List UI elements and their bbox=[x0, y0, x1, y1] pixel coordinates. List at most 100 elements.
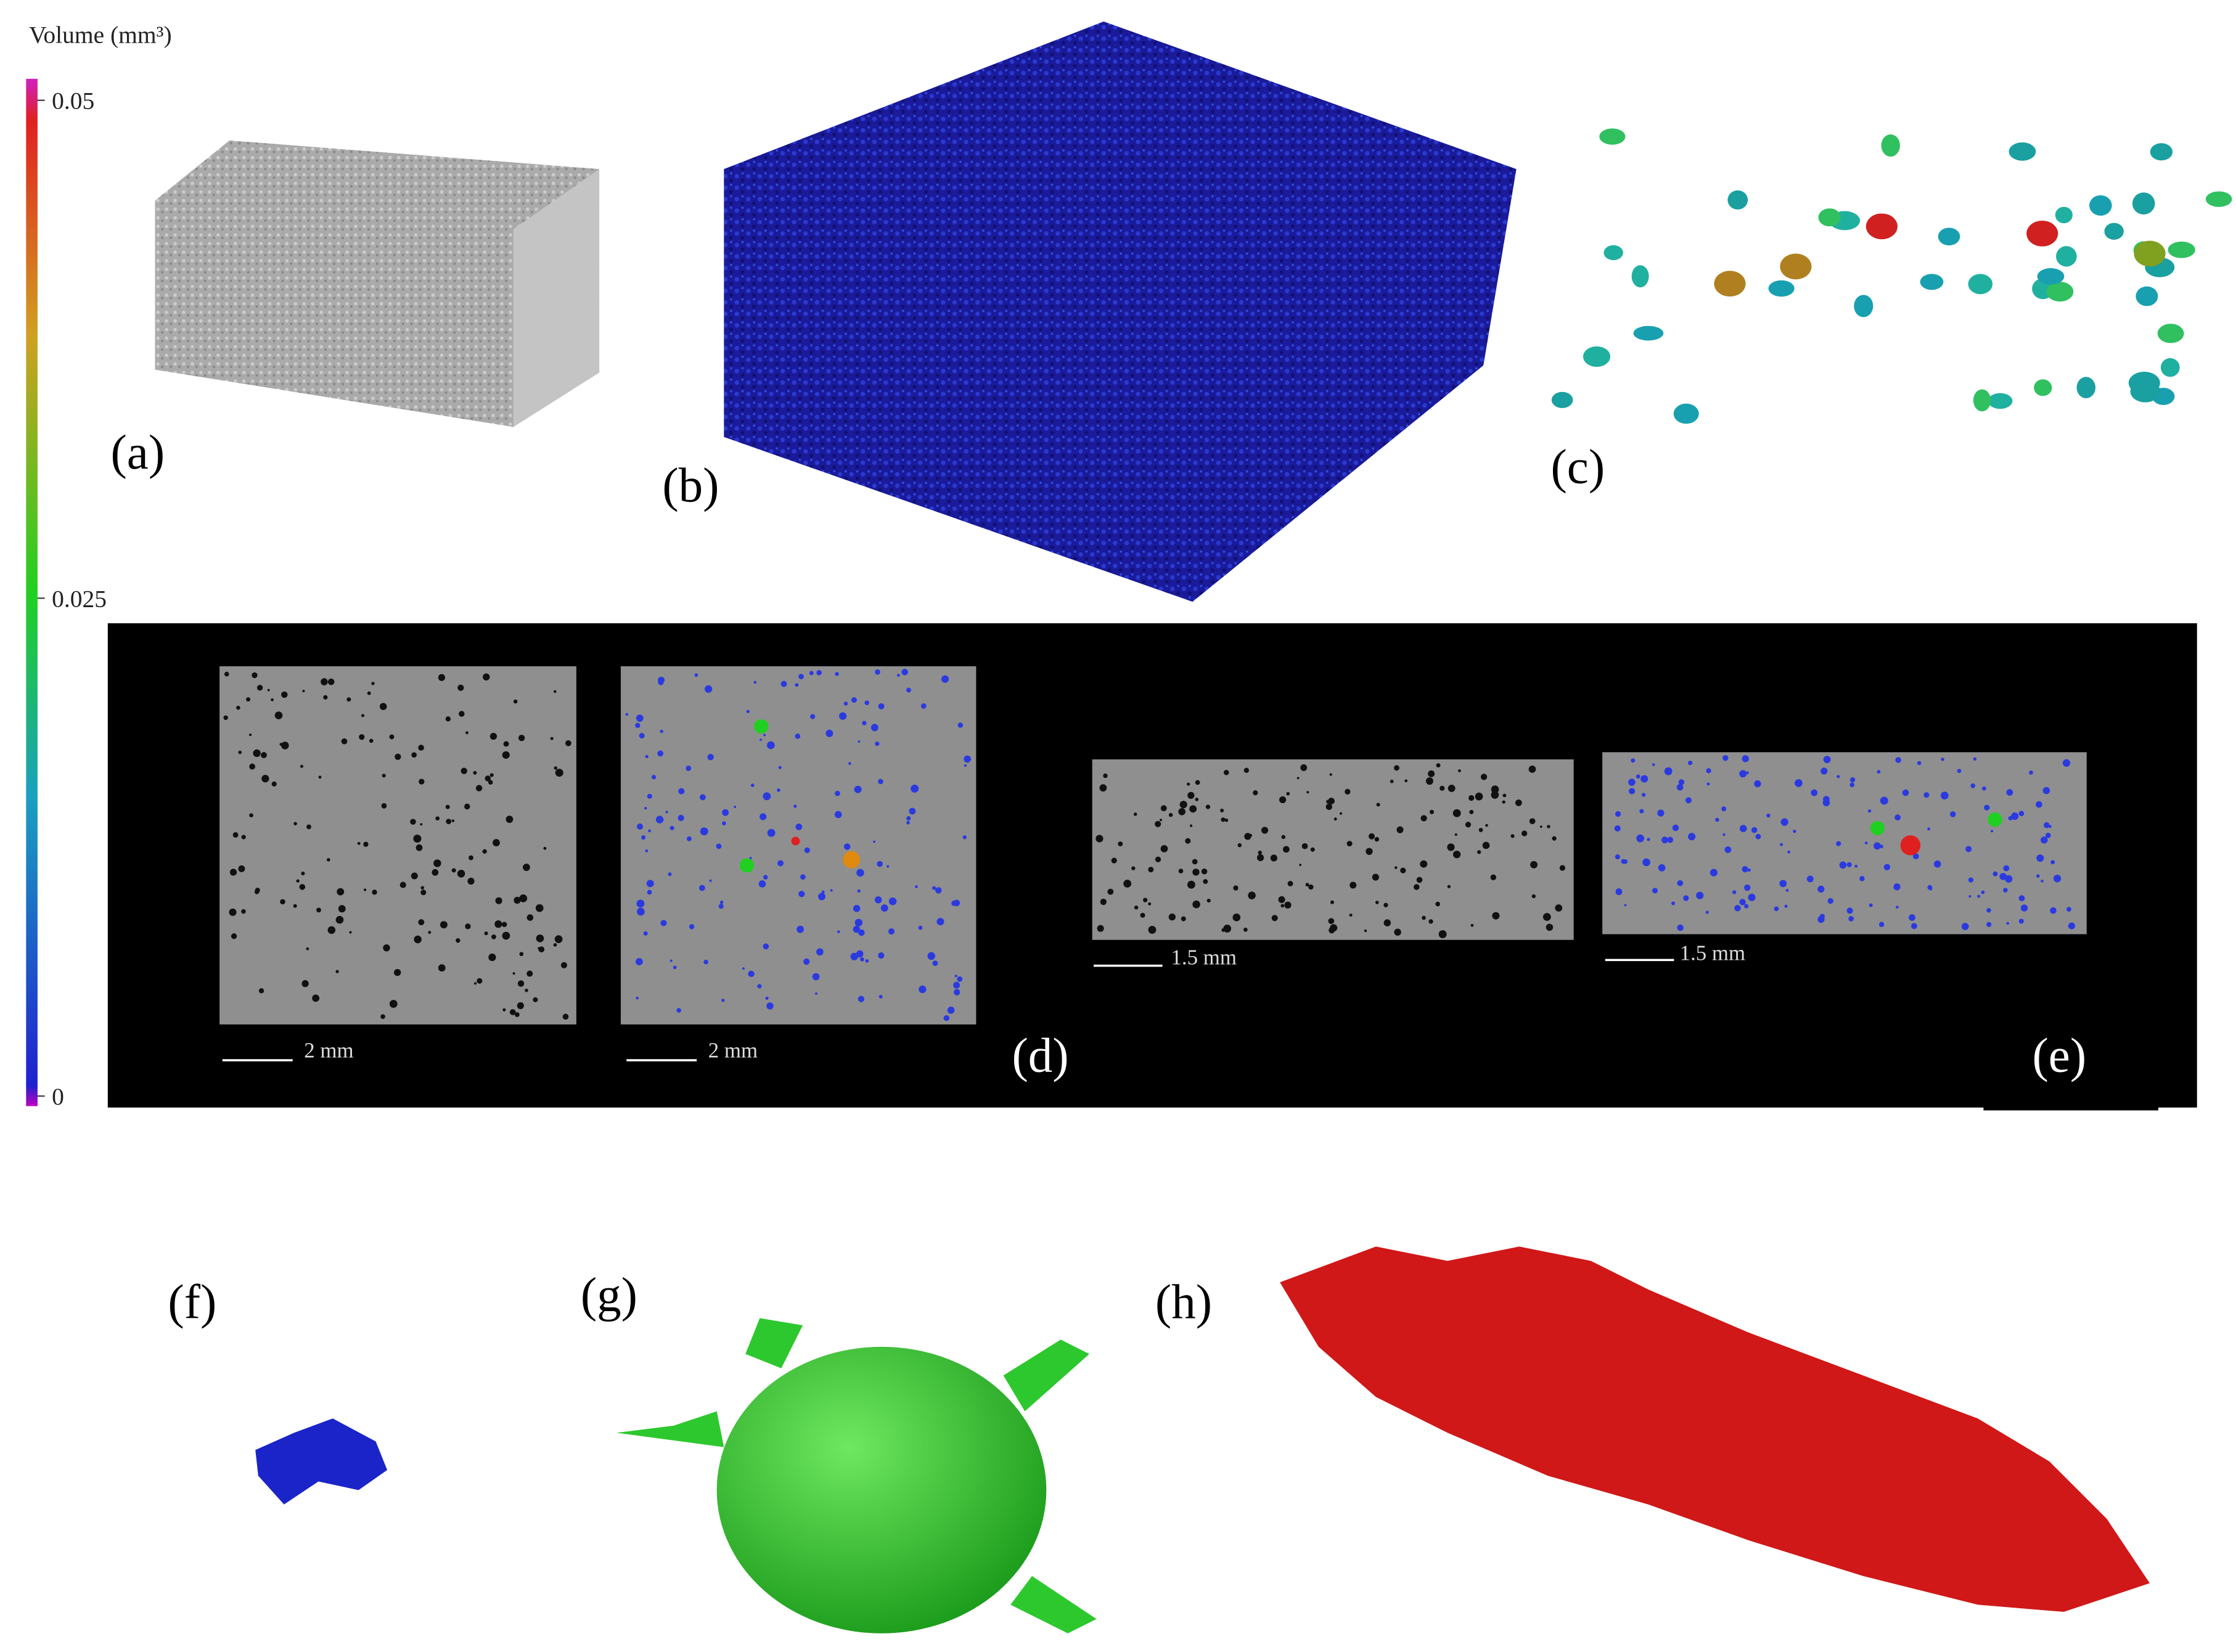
pore bbox=[1270, 854, 1277, 862]
pore bbox=[850, 952, 858, 960]
pore bbox=[739, 858, 755, 873]
pore bbox=[1688, 761, 1693, 766]
pore bbox=[1192, 869, 1200, 876]
pore bbox=[636, 899, 645, 908]
pore bbox=[1950, 811, 1956, 817]
pore bbox=[843, 701, 848, 706]
pore bbox=[1683, 895, 1689, 901]
pore bbox=[1746, 771, 1749, 774]
pore bbox=[323, 695, 328, 700]
pore bbox=[416, 844, 423, 851]
pore bbox=[843, 843, 851, 850]
pore bbox=[1734, 905, 1741, 912]
pore bbox=[349, 931, 352, 934]
pore bbox=[795, 824, 803, 830]
pore bbox=[2055, 206, 2073, 224]
pore bbox=[252, 672, 258, 679]
pore bbox=[372, 889, 377, 895]
pore bbox=[1912, 853, 1919, 860]
pore bbox=[2134, 240, 2166, 267]
pore bbox=[428, 931, 432, 934]
pore bbox=[1300, 764, 1308, 771]
pore bbox=[465, 731, 469, 735]
pore bbox=[1131, 866, 1136, 870]
pore bbox=[858, 740, 861, 743]
pore bbox=[1243, 767, 1249, 773]
pore bbox=[1148, 867, 1154, 873]
pore bbox=[1404, 779, 1408, 783]
pore bbox=[1140, 912, 1145, 918]
pore bbox=[1485, 824, 1488, 827]
pore bbox=[734, 806, 737, 808]
pore bbox=[1639, 809, 1644, 814]
pore bbox=[718, 904, 724, 909]
pore bbox=[1521, 830, 1528, 836]
pore bbox=[887, 865, 890, 868]
pore bbox=[327, 926, 336, 934]
pore bbox=[1187, 880, 1195, 889]
pore bbox=[526, 970, 533, 977]
pore bbox=[1968, 274, 1993, 295]
pore bbox=[854, 785, 862, 793]
pore bbox=[231, 933, 237, 939]
pore bbox=[860, 957, 864, 962]
pore bbox=[256, 684, 263, 691]
pore bbox=[1420, 815, 1427, 822]
pore bbox=[457, 869, 465, 878]
scale-label: 2 mm bbox=[708, 1038, 758, 1062]
pore bbox=[1642, 858, 1650, 867]
pore bbox=[1933, 860, 1941, 868]
pore bbox=[699, 794, 706, 801]
pore bbox=[1253, 790, 1258, 796]
pore bbox=[870, 724, 878, 732]
pore bbox=[810, 714, 816, 719]
pore bbox=[1823, 756, 1831, 764]
pore bbox=[722, 821, 726, 825]
pore bbox=[858, 929, 865, 936]
pore bbox=[1688, 833, 1696, 841]
pore bbox=[778, 766, 782, 769]
pore bbox=[1817, 915, 1825, 923]
pore bbox=[647, 793, 652, 799]
pore bbox=[1628, 779, 1636, 786]
pore bbox=[1305, 883, 1309, 887]
pore bbox=[2056, 246, 2077, 267]
pore bbox=[1965, 846, 1972, 853]
panel-label: (d) bbox=[1012, 1029, 1068, 1083]
pore bbox=[1754, 780, 1761, 788]
pore bbox=[721, 999, 725, 1002]
pore bbox=[327, 678, 335, 685]
pore bbox=[254, 889, 260, 894]
pore bbox=[1968, 895, 1972, 898]
pore bbox=[637, 823, 644, 830]
pore bbox=[246, 697, 251, 702]
pore bbox=[641, 835, 646, 840]
panel-label: (g) bbox=[581, 1269, 637, 1322]
pore bbox=[2089, 195, 2112, 216]
pore bbox=[880, 904, 888, 912]
pore bbox=[1984, 804, 1990, 811]
pore bbox=[1308, 884, 1314, 890]
pore bbox=[758, 880, 766, 888]
pore bbox=[554, 766, 558, 770]
pore bbox=[1973, 757, 1977, 761]
pore bbox=[1143, 898, 1148, 902]
pore bbox=[1394, 866, 1398, 869]
pore bbox=[639, 733, 645, 738]
pore bbox=[271, 781, 277, 787]
pore bbox=[1233, 885, 1239, 891]
pore bbox=[877, 861, 883, 867]
pore bbox=[1988, 393, 2013, 409]
pore bbox=[517, 1002, 524, 1010]
pore bbox=[1742, 866, 1748, 873]
pore bbox=[1874, 842, 1881, 850]
slice-image bbox=[1602, 752, 2087, 934]
pore bbox=[223, 715, 228, 720]
pore bbox=[1491, 785, 1499, 793]
pore bbox=[335, 915, 344, 924]
pore bbox=[1780, 253, 1812, 280]
pore bbox=[821, 890, 825, 894]
pore bbox=[2104, 223, 2124, 240]
pore bbox=[1425, 777, 1433, 785]
pore bbox=[293, 822, 297, 825]
